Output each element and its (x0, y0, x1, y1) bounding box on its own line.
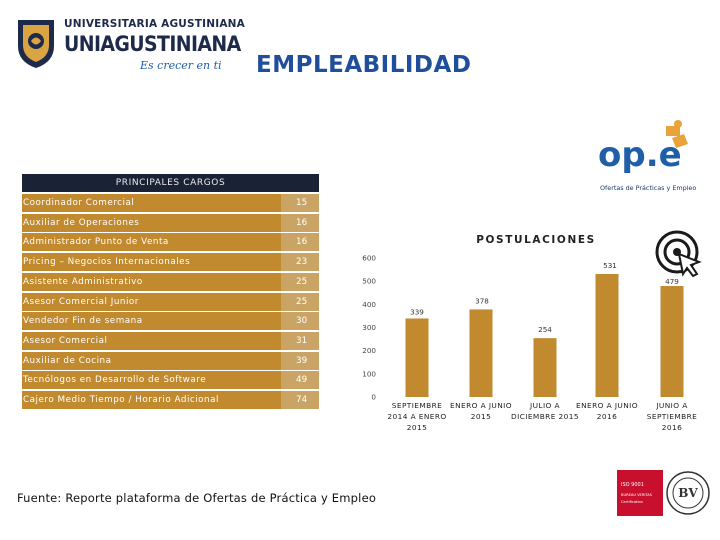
y-tick-label: 300 (362, 323, 376, 332)
row-value: 16 (281, 213, 319, 232)
y-tick-label: 100 (362, 369, 376, 378)
y-axis: 0 100 200 300 400 500 600 (362, 254, 376, 402)
x-tick-label: 2015 (471, 412, 491, 421)
row-value: 30 (281, 312, 319, 331)
certification-seal-icon: ISO 9001 BUREAU VERITAS Certification BV (617, 470, 710, 516)
university-logo: UNIVERSITARIA AGUSTINIANA UNIAGUSTINIANA… (14, 12, 245, 82)
ope-caption: Ofertas de Prácticas y Empleo (600, 184, 696, 192)
university-brand: UNIAGUSTINIANA (64, 32, 241, 56)
table-title: PRINCIPALES CARGOS (22, 174, 319, 192)
row-value: 15 (281, 194, 319, 212)
bars: 339 378 254 531 479 (405, 261, 684, 397)
row-label: Asesor Comercial Junior (23, 296, 139, 307)
row-label: Tecnólogos en Desarrollo de Software (23, 375, 207, 386)
table-row: Auxiliar de Operaciones 16 (22, 213, 319, 232)
table-row: Coordinador Comercial 15 (22, 194, 319, 212)
cert-line1: ISO 9001 (621, 482, 644, 488)
data-label: 254 (538, 325, 552, 334)
row-value: 49 (281, 371, 319, 390)
chart-title: POSTULACIONES (476, 234, 596, 246)
table-row: Cajero Medio Tiempo / Horario Adicional 7… (22, 391, 319, 409)
table-row: Pricing – Negocios Internacionales 23 (22, 253, 319, 272)
row-label: Administrador Punto de Venta (23, 237, 169, 248)
row-label: Pricing – Negocios Internacionales (23, 257, 191, 268)
page-title: EMPLEABILIDAD (256, 52, 472, 78)
svg-text:BV: BV (678, 486, 698, 500)
x-tick-label: JUNIO A (655, 401, 687, 410)
row-label: Auxiliar de Cocina (23, 355, 112, 366)
data-label: 531 (603, 261, 617, 270)
table-row: Asesor Comercial Junior 25 (22, 292, 319, 311)
cert-line3: Certification (621, 500, 643, 504)
bar (533, 338, 557, 397)
row-label: Asistente Administrativo (23, 276, 143, 287)
table-row: Tecnólogos en Desarrollo de Software 49 (22, 371, 319, 390)
row-value: 25 (281, 272, 319, 291)
x-tick-label: DICIEMBRE 2015 (511, 412, 579, 421)
ope-logo-icon: op.e Ofertas de Prácticas y Empleo (598, 120, 696, 192)
bar (469, 309, 493, 397)
y-tick-label: 0 (371, 393, 376, 402)
row-value: 74 (281, 391, 319, 409)
x-tick-label: SEPTIEMBRE (392, 401, 442, 410)
table-row: Administrador Punto de Venta 16 (22, 233, 319, 252)
data-label: 378 (475, 296, 489, 305)
table-row: Asistente Administrativo 25 (22, 272, 319, 291)
source-note: Fuente: Reporte plataforma de Ofertas de… (17, 491, 377, 505)
x-tick-label: JULIO A (529, 401, 560, 410)
y-tick-label: 600 (362, 254, 376, 263)
x-tick-label: 2015 (407, 423, 427, 432)
ope-mark: op.e (598, 135, 682, 175)
row-label: Coordinador Comercial (23, 198, 135, 208)
bar (595, 273, 619, 397)
data-label: 479 (665, 277, 679, 286)
x-tick-label: 2016 (662, 423, 682, 432)
y-tick-label: 400 (362, 300, 376, 309)
x-tick-label: SEPTIEMBRE (647, 412, 697, 421)
data-label: 339 (410, 307, 424, 316)
row-label: Cajero Medio Tiempo / Horario Adicional (23, 395, 219, 405)
row-value: 31 (281, 331, 319, 350)
x-axis: SEPTIEMBRE 2014 A ENERO 2015 ENERO A JUNIO 2… (387, 401, 697, 432)
y-tick-label: 500 (362, 277, 376, 286)
row-label: Vendedor Fin de semana (23, 316, 143, 327)
target-click-icon (655, 230, 702, 278)
table-row: Auxiliar de Cocina 39 (22, 351, 319, 370)
x-tick-label: ENERO A JUNIO (450, 401, 512, 410)
row-value: 23 (281, 253, 319, 272)
row-value: 16 (281, 233, 319, 252)
table-row: Asesor Comercial 31 (22, 331, 319, 350)
cert-line2: BUREAU VERITAS (621, 493, 653, 497)
x-tick-label: 2016 (597, 412, 617, 421)
row-value: 25 (281, 292, 319, 311)
table-row: Vendedor Fin de semana 30 (22, 312, 319, 331)
x-tick-label: 2014 A ENERO (387, 412, 446, 421)
university-name: UNIVERSITARIA AGUSTINIANA (64, 18, 245, 30)
row-label: Asesor Comercial (23, 335, 108, 346)
x-tick-label: ENERO A JUNIO (576, 401, 638, 410)
y-tick-label: 200 (362, 346, 376, 355)
bar (660, 286, 684, 397)
university-slogan: Es crecer en ti (140, 59, 222, 72)
bar (405, 318, 429, 397)
university-crest-icon (18, 20, 54, 68)
cargos-table: PRINCIPALES CARGOS Coordinador Comercial… (22, 174, 319, 409)
row-value: 39 (281, 351, 319, 370)
row-label: Auxiliar de Operaciones (23, 217, 140, 228)
